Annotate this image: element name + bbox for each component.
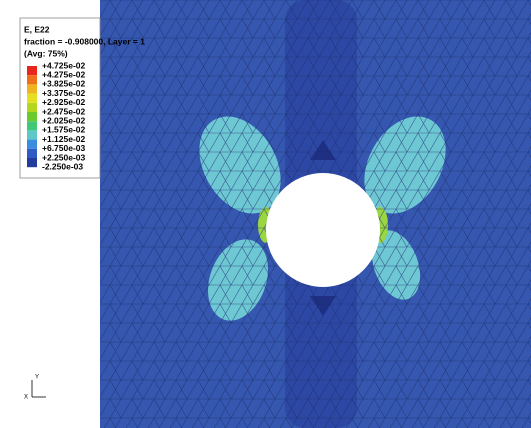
legend-label: +1.125e-02 (42, 134, 86, 144)
legend-swatch (27, 66, 37, 76)
contour-plot (100, 0, 531, 428)
legend-label: +6.750e-03 (42, 143, 86, 153)
legend-label: +4.275e-02 (42, 69, 86, 79)
axis-triad: Y X (24, 375, 46, 401)
legend-swatch (27, 93, 37, 103)
legend-swatch (27, 158, 37, 168)
legend-label: +3.375e-02 (42, 88, 86, 98)
triad-x: X (24, 395, 28, 401)
legend-swatch (27, 102, 37, 112)
legend-swatch (27, 84, 37, 94)
legend-note: (Avg: 75%) (24, 48, 68, 58)
legend-swatch (27, 121, 37, 131)
legend-swatch (27, 130, 37, 140)
legend-label: +2.025e-02 (42, 115, 86, 125)
legend-swatch (27, 148, 37, 158)
legend: E, E22 fraction = -0.908000, Layer = 1 (… (24, 24, 145, 171)
legend-label: +1.575e-02 (42, 125, 86, 135)
legend-swatch (27, 112, 37, 122)
legend-label: +2.250e-03 (42, 152, 86, 162)
legend-title: E, E22 (24, 24, 50, 34)
legend-label: +4.725e-02 (42, 60, 86, 70)
legend-label: -2.250e-03 (42, 161, 83, 171)
legend-subtitle: fraction = -0.908000, Layer = 1 (24, 36, 145, 46)
legend-label: +3.825e-02 (42, 79, 86, 89)
legend-swatch (27, 75, 37, 85)
legend-swatch (27, 139, 37, 149)
legend-label: +2.475e-02 (42, 106, 86, 116)
triad-y: Y (35, 375, 39, 381)
legend-label: +2.925e-02 (42, 97, 86, 107)
